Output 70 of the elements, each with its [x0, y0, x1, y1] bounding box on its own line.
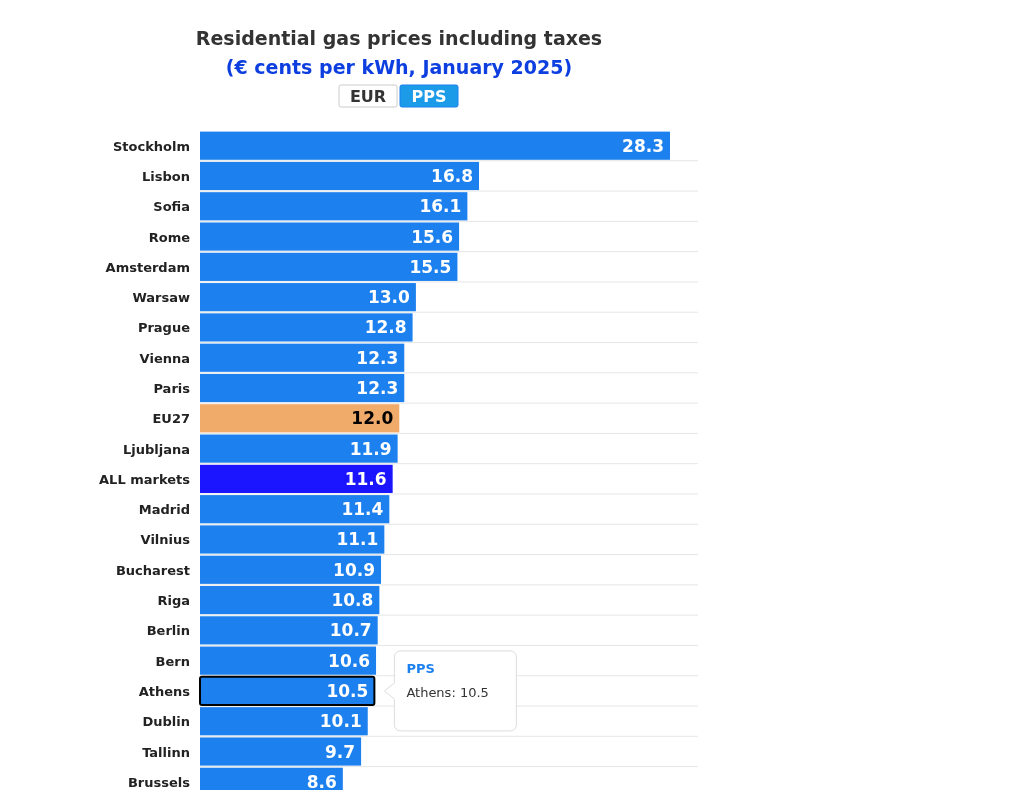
annotation: Athens: 10.5 [406, 684, 489, 700]
data-label: 9.7 [324, 741, 356, 762]
y-tick-label: ALL markets [99, 471, 191, 487]
bar [200, 646, 377, 675]
y-tick-label: Riga [157, 593, 190, 609]
data-label: 10.1 [319, 711, 362, 732]
bar [200, 464, 393, 493]
data-label: 12.3 [356, 378, 399, 399]
y-tick-label: Dublin [142, 714, 190, 730]
bar [200, 555, 382, 584]
y-tick-label: Sofia [153, 199, 190, 215]
data-label: 10.5 [326, 680, 369, 701]
bar [200, 525, 385, 554]
bar [200, 585, 380, 615]
y-tick-label: Berlin [146, 623, 190, 639]
data-label: 16.1 [419, 196, 462, 217]
data-label: 13.0 [367, 287, 411, 308]
toggle-button: EUR [338, 84, 398, 108]
y-tick-label: Lisbon [142, 168, 190, 184]
data-label: 10.6 [328, 650, 371, 671]
data-label: 28.3 [622, 135, 664, 156]
y-tick-label: Stockholm [112, 138, 190, 154]
bar [200, 495, 390, 524]
bar [200, 161, 480, 191]
y-tick-label: Madrid [138, 502, 190, 518]
y-tick-label: Bern [155, 653, 190, 669]
data-label: 12.8 [364, 317, 407, 338]
y-tick-label: Vienna [139, 350, 190, 366]
bar [200, 404, 400, 433]
y-tick-label: Vilnius [140, 532, 191, 548]
data-label: 15.6 [411, 226, 454, 247]
bar [200, 192, 468, 221]
bar [200, 343, 405, 372]
bar [200, 707, 368, 736]
y-tick-label: Ljubljana [122, 441, 190, 457]
y-tick-label: Rome [148, 229, 191, 245]
y-tick-label: Warsaw [132, 290, 190, 306]
bar [200, 283, 416, 312]
y-tick-label: Amsterdam [105, 259, 190, 275]
y-tick-label: Brussels [127, 774, 191, 790]
bar [200, 434, 398, 463]
data-label: 10.8 [331, 590, 374, 611]
data-label: 12.3 [356, 347, 399, 368]
data-label: 10.7 [329, 620, 372, 641]
y-tick-label: Bucharest [115, 562, 190, 578]
bar [200, 373, 405, 403]
tooltip: PPS Athens: 10.5 [383, 650, 517, 732]
data-label: 8.6 [306, 771, 337, 790]
y-tick-label: Tallinn [142, 744, 190, 760]
bar [200, 313, 413, 342]
bar [200, 616, 378, 645]
bar [200, 252, 458, 281]
y-tick-label: EU27 [152, 411, 190, 427]
chart-title: Residential gas prices including taxes [195, 27, 603, 49]
annotation: PPS [406, 660, 435, 676]
bar [200, 222, 460, 251]
chart-subtitle: (€ cents per kWh, January 2025) [225, 56, 573, 78]
bar [200, 131, 670, 160]
data-label: 12.0 [351, 408, 394, 429]
toggle-button: PPS [399, 84, 459, 108]
y-tick-label: Athens [138, 683, 191, 699]
data-label: 11.1 [336, 529, 379, 550]
y-tick-label: Prague [137, 320, 191, 336]
data-label: 15.5 [409, 256, 452, 277]
data-label: 10.9 [333, 559, 376, 580]
data-label: 16.8 [431, 165, 474, 186]
data-label: 11.6 [344, 468, 387, 489]
data-label: 11.4 [341, 499, 384, 520]
data-label: 11.9 [349, 438, 392, 459]
y-tick-label: Paris [153, 381, 191, 397]
